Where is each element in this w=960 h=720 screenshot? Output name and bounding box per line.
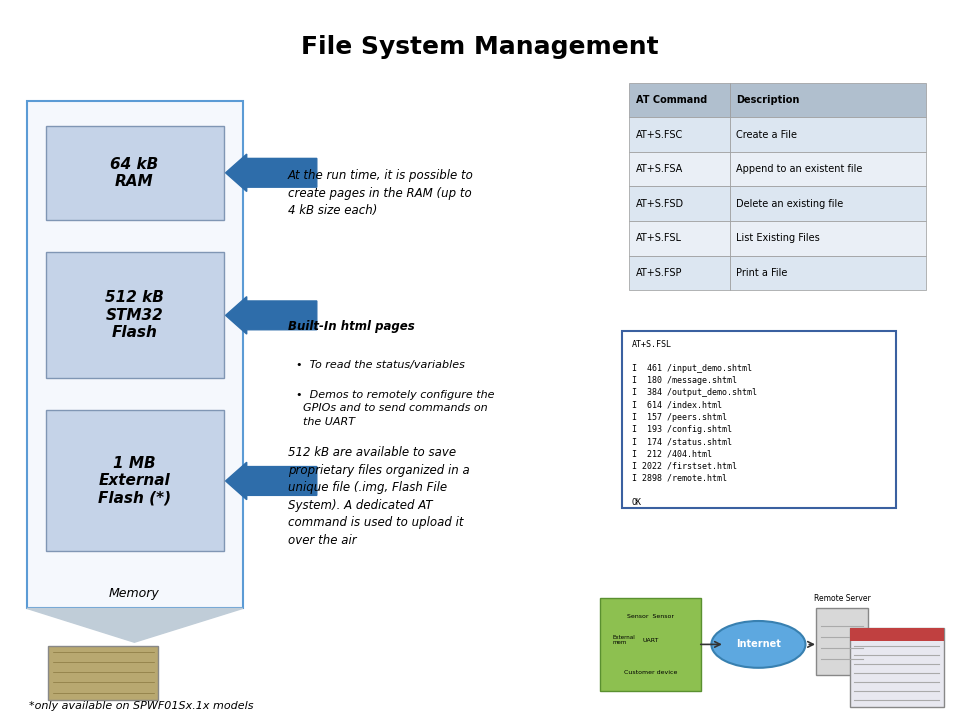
FancyBboxPatch shape bbox=[27, 101, 243, 608]
Ellipse shape bbox=[711, 621, 805, 668]
FancyBboxPatch shape bbox=[48, 646, 158, 700]
FancyBboxPatch shape bbox=[629, 256, 730, 290]
Text: AT Command: AT Command bbox=[636, 95, 707, 105]
Text: *only available on SPWF01Sx.1x models: *only available on SPWF01Sx.1x models bbox=[29, 701, 253, 711]
Text: Memory: Memory bbox=[109, 588, 159, 600]
FancyBboxPatch shape bbox=[730, 152, 926, 186]
Text: At the run time, it is possible to
create pages in the RAM (up to
4 kB size each: At the run time, it is possible to creat… bbox=[288, 169, 474, 217]
Text: Internet: Internet bbox=[736, 639, 780, 649]
FancyBboxPatch shape bbox=[46, 126, 224, 220]
Text: AT+S.FSC: AT+S.FSC bbox=[636, 130, 683, 140]
Text: Description: Description bbox=[736, 95, 800, 105]
Text: 512 kB are available to save
proprietary files organized in a
unique file (.img,: 512 kB are available to save proprietary… bbox=[288, 446, 469, 547]
FancyBboxPatch shape bbox=[629, 117, 730, 152]
Text: Print a File: Print a File bbox=[736, 268, 788, 278]
Text: AT+S.FSL: AT+S.FSL bbox=[636, 233, 682, 243]
Text: Create a File: Create a File bbox=[736, 130, 798, 140]
FancyBboxPatch shape bbox=[629, 221, 730, 256]
Text: Append to an existent file: Append to an existent file bbox=[736, 164, 863, 174]
FancyBboxPatch shape bbox=[730, 186, 926, 221]
Text: •  Demos to remotely configure the
  GPIOs and to send commands on
  the UART: • Demos to remotely configure the GPIOs … bbox=[296, 390, 494, 427]
Text: External
mem: External mem bbox=[612, 635, 636, 645]
FancyBboxPatch shape bbox=[600, 598, 701, 691]
Polygon shape bbox=[27, 608, 243, 642]
Text: Built-In html pages: Built-In html pages bbox=[288, 320, 415, 333]
FancyArrow shape bbox=[226, 154, 317, 192]
Text: List Existing Files: List Existing Files bbox=[736, 233, 820, 243]
Text: Delete an existing file: Delete an existing file bbox=[736, 199, 844, 209]
FancyBboxPatch shape bbox=[629, 83, 730, 117]
Text: Remote Server: Remote Server bbox=[813, 593, 871, 603]
Text: 64 kB
RAM: 64 kB RAM bbox=[110, 156, 158, 189]
FancyBboxPatch shape bbox=[629, 186, 730, 221]
FancyBboxPatch shape bbox=[850, 628, 944, 641]
FancyBboxPatch shape bbox=[816, 608, 868, 675]
FancyBboxPatch shape bbox=[622, 331, 896, 508]
FancyBboxPatch shape bbox=[850, 628, 944, 707]
Text: AT+S.FSL

I  461 /input_demo.shtml
I  180 /message.shtml
I  384 /output_demo.sht: AT+S.FSL I 461 /input_demo.shtml I 180 /… bbox=[632, 340, 756, 507]
FancyArrow shape bbox=[226, 297, 317, 334]
FancyArrow shape bbox=[226, 462, 317, 500]
Text: Customer device: Customer device bbox=[624, 670, 677, 675]
Text: •  To read the status/variables: • To read the status/variables bbox=[296, 360, 465, 370]
Text: 1 MB
External
Flash (*): 1 MB External Flash (*) bbox=[98, 456, 171, 505]
FancyBboxPatch shape bbox=[629, 152, 730, 186]
FancyBboxPatch shape bbox=[730, 83, 926, 117]
FancyBboxPatch shape bbox=[46, 410, 224, 551]
Text: AT+S.FSA: AT+S.FSA bbox=[636, 164, 683, 174]
FancyBboxPatch shape bbox=[730, 117, 926, 152]
Text: File System Management: File System Management bbox=[301, 35, 659, 59]
FancyBboxPatch shape bbox=[46, 252, 224, 378]
Text: 512 kB
STM32
Flash: 512 kB STM32 Flash bbox=[105, 290, 164, 340]
Text: AT+S.FSP: AT+S.FSP bbox=[636, 268, 682, 278]
FancyBboxPatch shape bbox=[730, 221, 926, 256]
Text: UART: UART bbox=[642, 638, 659, 642]
Text: Sensor  Sensor: Sensor Sensor bbox=[627, 614, 674, 619]
FancyBboxPatch shape bbox=[730, 256, 926, 290]
Text: AT+S.FSD: AT+S.FSD bbox=[636, 199, 684, 209]
